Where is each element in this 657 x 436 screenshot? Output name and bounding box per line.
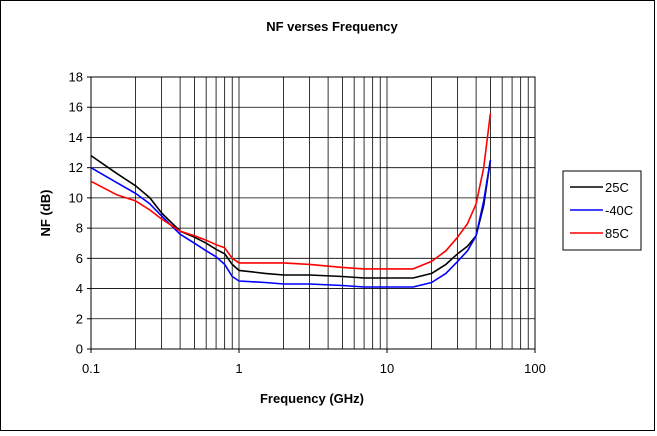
legend: 25C -40C 85C [562, 170, 642, 251]
series-lines [90, 113, 492, 288]
x-tick-label: 10 [380, 361, 394, 376]
y-tick-labels: 0 2 4 6 8 10 12 14 16 18 [69, 70, 91, 357]
chart-title: NF verses Frequency [266, 19, 398, 34]
y-tick-label: 4 [76, 281, 83, 296]
legend-label: -40C [605, 203, 633, 218]
y-axis-label: NF (dB) [38, 190, 53, 237]
legend-label: 85C [605, 226, 629, 241]
y-tick-label: 6 [76, 251, 83, 266]
y-tick-label: 8 [76, 221, 83, 236]
x-tick-label: 1 [235, 361, 242, 376]
plot-area [90, 76, 536, 350]
x-tick-labels: 0.1 1 10 100 [82, 349, 546, 376]
y-tick-label: 16 [69, 100, 83, 115]
y-tick-label: 14 [69, 130, 83, 145]
x-axis-label: Frequency (GHz) [260, 391, 364, 406]
series-line-85c [90, 113, 492, 270]
y-tick-label: 10 [69, 190, 83, 205]
y-tick-label: 2 [76, 311, 83, 326]
series-line-25c [90, 154, 492, 279]
y-tick-label: 0 [76, 342, 83, 357]
series-line-40c [90, 159, 492, 288]
x-tick-label: 100 [524, 361, 546, 376]
y-tick-label: 12 [69, 160, 83, 175]
legend-label: 25C [605, 180, 629, 195]
y-tick-label: 18 [69, 70, 83, 85]
x-tick-label: 0.1 [82, 361, 100, 376]
